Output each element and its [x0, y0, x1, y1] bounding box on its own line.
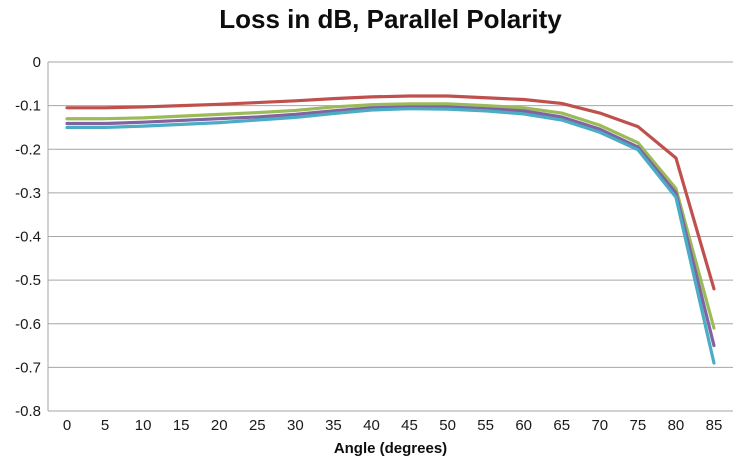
x-tick-label: 80 — [668, 417, 685, 434]
x-tick-label: 55 — [477, 417, 494, 434]
series-line-series-4-blue — [65, 107, 716, 365]
y-tick-label: -0.4 — [15, 229, 41, 246]
x-tick-label: 85 — [706, 417, 723, 434]
x-tick-label: 30 — [287, 417, 304, 434]
x-tick-label: 40 — [363, 417, 380, 434]
y-tick-label: -0.7 — [15, 359, 41, 376]
y-tick-label: -0.6 — [15, 316, 41, 333]
x-tick-label: 25 — [249, 417, 266, 434]
x-tick-label: 65 — [553, 417, 570, 434]
y-tick-label: -0.3 — [15, 185, 41, 202]
y-tick-label: -0.8 — [15, 403, 41, 420]
x-tick-label: 20 — [211, 417, 228, 434]
x-axis-title: Angle (degrees) — [333, 440, 448, 457]
x-tick-label: 60 — [515, 417, 532, 434]
x-tick-label: 35 — [325, 417, 342, 434]
series-line-series-3-purple — [65, 105, 716, 348]
x-tick-label: 50 — [439, 417, 456, 434]
y-tick-label: -0.2 — [15, 141, 41, 158]
y-tick-label: 0 — [33, 54, 41, 71]
series-line-series-2-green — [65, 102, 716, 330]
x-tick-label: 70 — [591, 417, 608, 434]
x-tick-label: 75 — [630, 417, 647, 434]
y-tick-label: -0.1 — [15, 98, 41, 115]
x-tick-label: 5 — [101, 417, 109, 434]
y-tick-label: -0.5 — [15, 272, 41, 289]
chart-title: Loss in dB, Parallel Polarity — [219, 4, 562, 34]
x-tick-label: 45 — [401, 417, 418, 434]
x-tick-label: 10 — [135, 417, 152, 434]
x-tick-label: 0 — [63, 417, 71, 434]
series-line-series-1-red — [65, 94, 716, 291]
x-tick-label: 15 — [173, 417, 190, 434]
